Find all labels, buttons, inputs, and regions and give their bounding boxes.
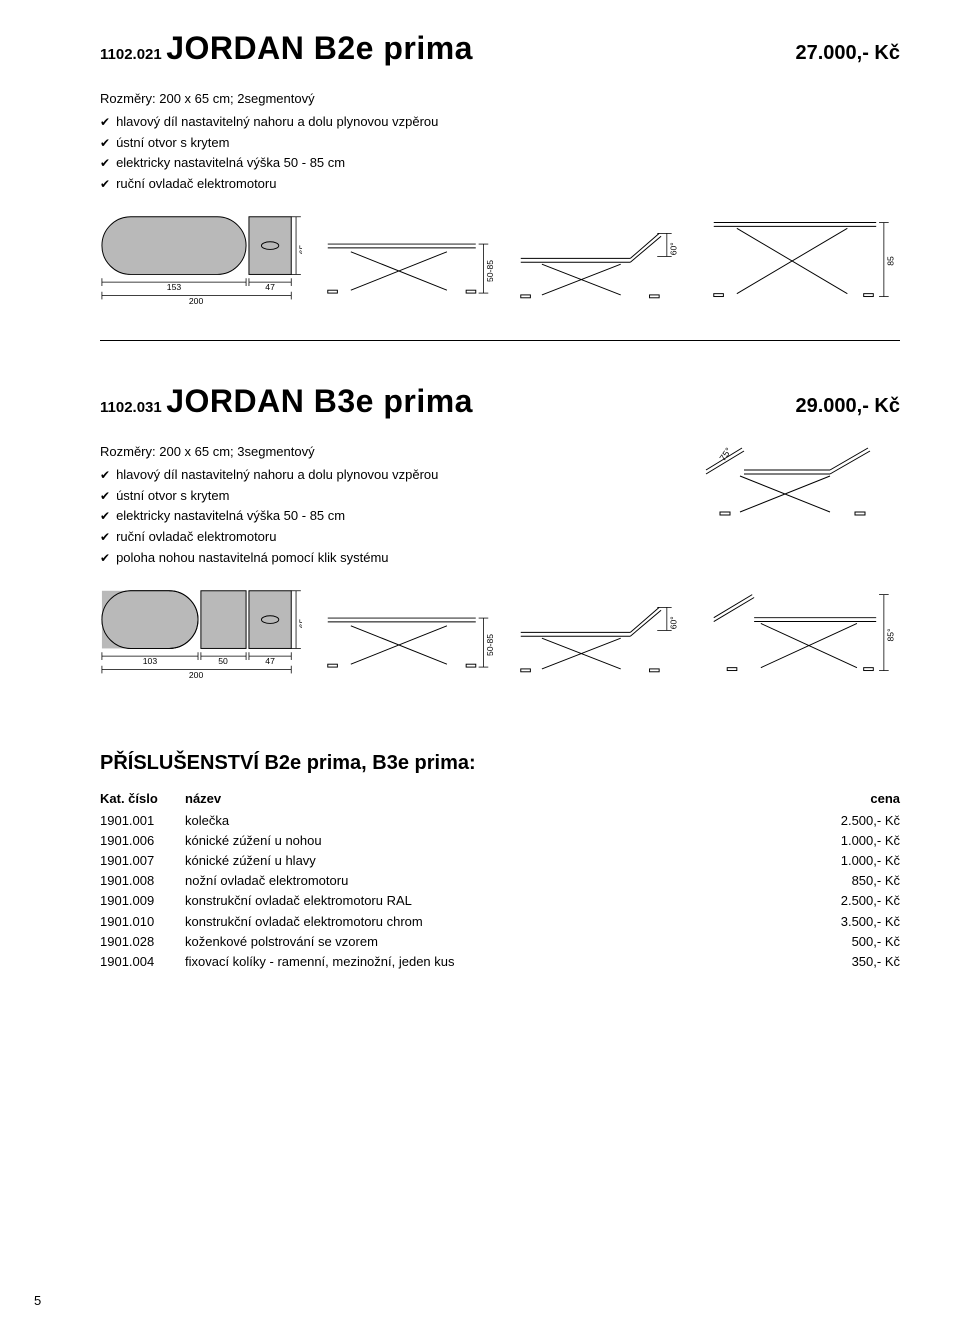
table-row: 1901.001kolečka2.500,- Kč (100, 811, 900, 831)
feature-item: poloha nohou nastavitelná pomocí klik sy… (100, 548, 438, 569)
cell-price: 3.500,- Kč (800, 912, 900, 932)
svg-text:50-85: 50-85 (485, 260, 495, 282)
cell-name: konstrukční ovladač elektromotoru chrom (185, 912, 800, 932)
svg-text:50: 50 (218, 656, 228, 666)
product2-dims: Rozměry: 200 x 65 cm; 3segmentový (100, 442, 438, 463)
cell-id: 1901.004 (100, 952, 185, 972)
cell-name: kolečka (185, 811, 800, 831)
cell-id: 1901.007 (100, 851, 185, 871)
cell-price: 2.500,- Kč (800, 811, 900, 831)
product2-name: JORDAN B3e prima (166, 383, 473, 419)
table-row: 1901.008nožní ovladač elektromotoru850,-… (100, 871, 900, 891)
cell-price: 350,- Kč (800, 952, 900, 972)
cell-name: fixovací kolíky - ramenní, mezinožní, je… (185, 952, 800, 972)
diagram-inline-tilt: 75° (700, 442, 900, 527)
feature-item: ruční ovladač elektromotoru (100, 527, 438, 548)
header-id: Kat. číslo (100, 789, 185, 809)
cell-price: 850,- Kč (800, 871, 900, 891)
feature-item: ústní otvor s krytem (100, 486, 438, 507)
svg-text:85: 85 (885, 256, 895, 266)
product1-specs: Rozměry: 200 x 65 cm; 2segmentový hlavov… (100, 89, 900, 195)
accessories-title: PŘÍSLUŠENSTVÍ B2e prima, B3e prima: (100, 752, 900, 775)
cell-id: 1901.008 (100, 871, 185, 891)
svg-text:47: 47 (265, 656, 275, 666)
feature-item: ruční ovladač elektromotoru (100, 174, 900, 195)
page-number: 5 (34, 1293, 41, 1308)
svg-text:153: 153 (167, 282, 182, 292)
cell-id: 1901.001 (100, 811, 185, 831)
svg-text:65: 65 (298, 244, 302, 254)
product2-header: 1102.031 JORDAN B3e prima 29.000,- Kč (100, 383, 900, 420)
cell-name: kónické zúžení u hlavy (185, 851, 800, 871)
svg-text:65: 65 (298, 618, 302, 628)
svg-text:60°: 60° (668, 242, 678, 255)
product2-diagrams: 65 103 50 47 200 (100, 587, 900, 682)
diagram-top-view-3seg: 65 103 50 47 200 (100, 587, 302, 682)
cell-id: 1901.006 (100, 831, 185, 851)
product1-header: 1102.021 JORDAN B2e prima 27.000,- Kč (100, 30, 900, 67)
product1-sku: 1102.021 (100, 46, 162, 63)
header-price: cena (800, 789, 900, 809)
product1-diagrams: 65 153 47 200 (100, 213, 900, 308)
cell-id: 1901.009 (100, 891, 185, 911)
diagram-top-view-2seg: 65 153 47 200 (100, 213, 302, 308)
table-row: 1901.006kónické zúžení u nohou1.000,- Kč (100, 831, 900, 851)
diagram-side-tilt-p2: 60° (515, 602, 688, 682)
feature-item: elektricky nastavitelná výška 50 - 85 cm (100, 506, 438, 527)
cell-name: konstrukční ovladač elektromotoru RAL (185, 891, 800, 911)
table-row: 1901.004fixovací kolíky - ramenní, mezin… (100, 952, 900, 972)
cell-price: 1.000,- Kč (800, 851, 900, 871)
svg-text:75°: 75° (718, 445, 734, 462)
diagram-side-tilt: 60° (515, 228, 688, 308)
svg-text:85°: 85° (885, 628, 895, 641)
svg-text:47: 47 (265, 282, 275, 292)
svg-text:200: 200 (189, 670, 204, 680)
header-name: název (185, 789, 800, 809)
table-row: 1901.007kónické zúžení u hlavy1.000,- Kč (100, 851, 900, 871)
product1-price: 27.000,- Kč (795, 42, 900, 65)
product2-title: 1102.031 JORDAN B3e prima (100, 383, 473, 420)
table-row: 1901.010konstrukční ovladač elektromotor… (100, 912, 900, 932)
feature-item: hlavový díl nastavitelný nahoru a dolu p… (100, 112, 900, 133)
cell-price: 2.500,- Kč (800, 891, 900, 911)
svg-text:200: 200 (189, 296, 204, 306)
cell-id: 1901.028 (100, 932, 185, 952)
feature-item: hlavový díl nastavitelný nahoru a dolu p… (100, 465, 438, 486)
cell-price: 1.000,- Kč (800, 831, 900, 851)
svg-text:103: 103 (143, 656, 158, 666)
cell-name: koženkové polstrování se vzorem (185, 932, 800, 952)
feature-item: ústní otvor s krytem (100, 133, 900, 154)
product2-sku: 1102.031 (100, 399, 162, 416)
accessories-header: Kat. číslo název cena (100, 789, 900, 809)
cell-price: 500,- Kč (800, 932, 900, 952)
product2-specs: Rozměry: 200 x 65 cm; 3segmentový hlavov… (100, 442, 438, 569)
table-row: 1901.009konstrukční ovladač elektromotor… (100, 891, 900, 911)
diagram-side-low: 50-85 (322, 233, 495, 308)
diagram-side-leg-raised: 85° (708, 587, 900, 682)
accessories-table: Kat. číslo název cena 1901.001kolečka2.5… (100, 789, 900, 972)
diagram-side-low-p2: 50-85 (322, 607, 495, 682)
svg-text:60°: 60° (668, 616, 678, 629)
svg-text:50-85: 50-85 (485, 634, 495, 656)
product1-name: JORDAN B2e prima (166, 30, 473, 66)
diagram-side-raised: 85 (708, 213, 900, 308)
product1-title: 1102.021 JORDAN B2e prima (100, 30, 473, 67)
cell-name: kónické zúžení u nohou (185, 831, 800, 851)
table-row: 1901.028koženkové polstrování se vzorem5… (100, 932, 900, 952)
feature-item: elektricky nastavitelná výška 50 - 85 cm (100, 153, 900, 174)
cell-id: 1901.010 (100, 912, 185, 932)
product2-price: 29.000,- Kč (795, 395, 900, 418)
product1-dims: Rozměry: 200 x 65 cm; 2segmentový (100, 89, 900, 110)
divider (100, 340, 900, 341)
cell-name: nožní ovladač elektromotoru (185, 871, 800, 891)
